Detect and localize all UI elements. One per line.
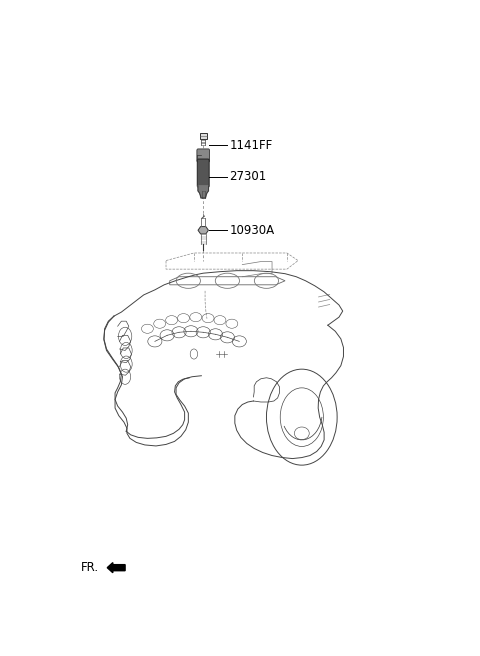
Text: 27301: 27301 bbox=[229, 170, 266, 183]
Text: 1141FF: 1141FF bbox=[229, 139, 273, 152]
Polygon shape bbox=[198, 226, 208, 234]
FancyArrow shape bbox=[107, 563, 125, 573]
Text: 10930A: 10930A bbox=[229, 224, 275, 237]
Text: FR.: FR. bbox=[81, 561, 98, 574]
FancyBboxPatch shape bbox=[197, 149, 210, 162]
Polygon shape bbox=[198, 186, 208, 198]
FancyBboxPatch shape bbox=[197, 159, 209, 188]
Bar bbox=[200, 133, 207, 139]
